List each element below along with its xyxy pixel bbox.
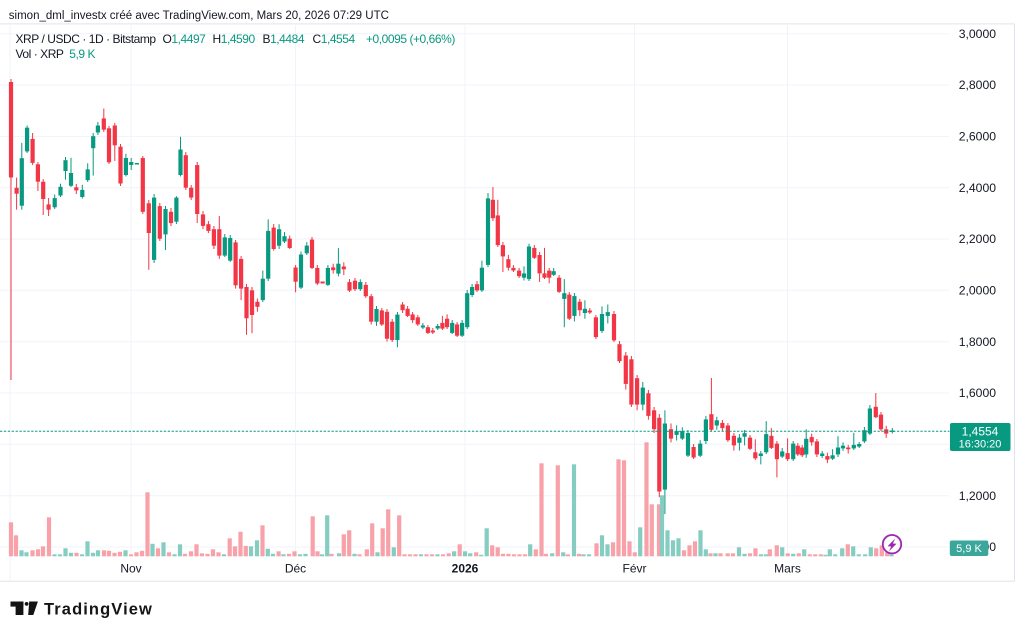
svg-text:Vol · XRP: Vol · XRP	[16, 47, 64, 61]
svg-text:2,4000: 2,4000	[959, 181, 996, 195]
svg-text:2,8000: 2,8000	[959, 78, 996, 92]
svg-text:5,9 K: 5,9 K	[956, 543, 982, 555]
svg-text:Déc: Déc	[285, 562, 306, 576]
svg-text:5,9 K: 5,9 K	[69, 47, 95, 61]
svg-text:1,4554: 1,4554	[962, 425, 999, 439]
svg-text:C1,4554: C1,4554	[313, 32, 356, 46]
svg-text:+0,0095 (+0,66%): +0,0095 (+0,66%)	[366, 32, 455, 46]
svg-text:B1,4484: B1,4484	[263, 32, 305, 46]
svg-text:2,6000: 2,6000	[959, 130, 996, 144]
svg-text:simon_dml_investx créé avec Tr: simon_dml_investx créé avec TradingView.…	[9, 10, 389, 22]
svg-text:O1,4497: O1,4497	[163, 32, 207, 46]
svg-text:Févr: Févr	[623, 562, 647, 576]
svg-text:Nov: Nov	[120, 562, 141, 576]
svg-text:2,0000: 2,0000	[959, 284, 996, 298]
svg-text:3,0000: 3,0000	[959, 27, 996, 41]
svg-text:2026: 2026	[452, 562, 479, 576]
svg-text:2,2000: 2,2000	[959, 232, 996, 246]
svg-text:Mars: Mars	[774, 562, 801, 576]
svg-text:XRP / USDC · 1D · Bitstamp: XRP / USDC · 1D · Bitstamp	[16, 32, 157, 46]
svg-text:1,8000: 1,8000	[959, 335, 996, 349]
svg-text:H1,4590: H1,4590	[213, 32, 256, 46]
svg-text:16:30:20: 16:30:20	[959, 439, 1002, 451]
svg-text:1,2000: 1,2000	[959, 489, 996, 503]
svg-text:1,6000: 1,6000	[959, 386, 996, 400]
svg-text:TradingView: TradingView	[44, 601, 153, 619]
